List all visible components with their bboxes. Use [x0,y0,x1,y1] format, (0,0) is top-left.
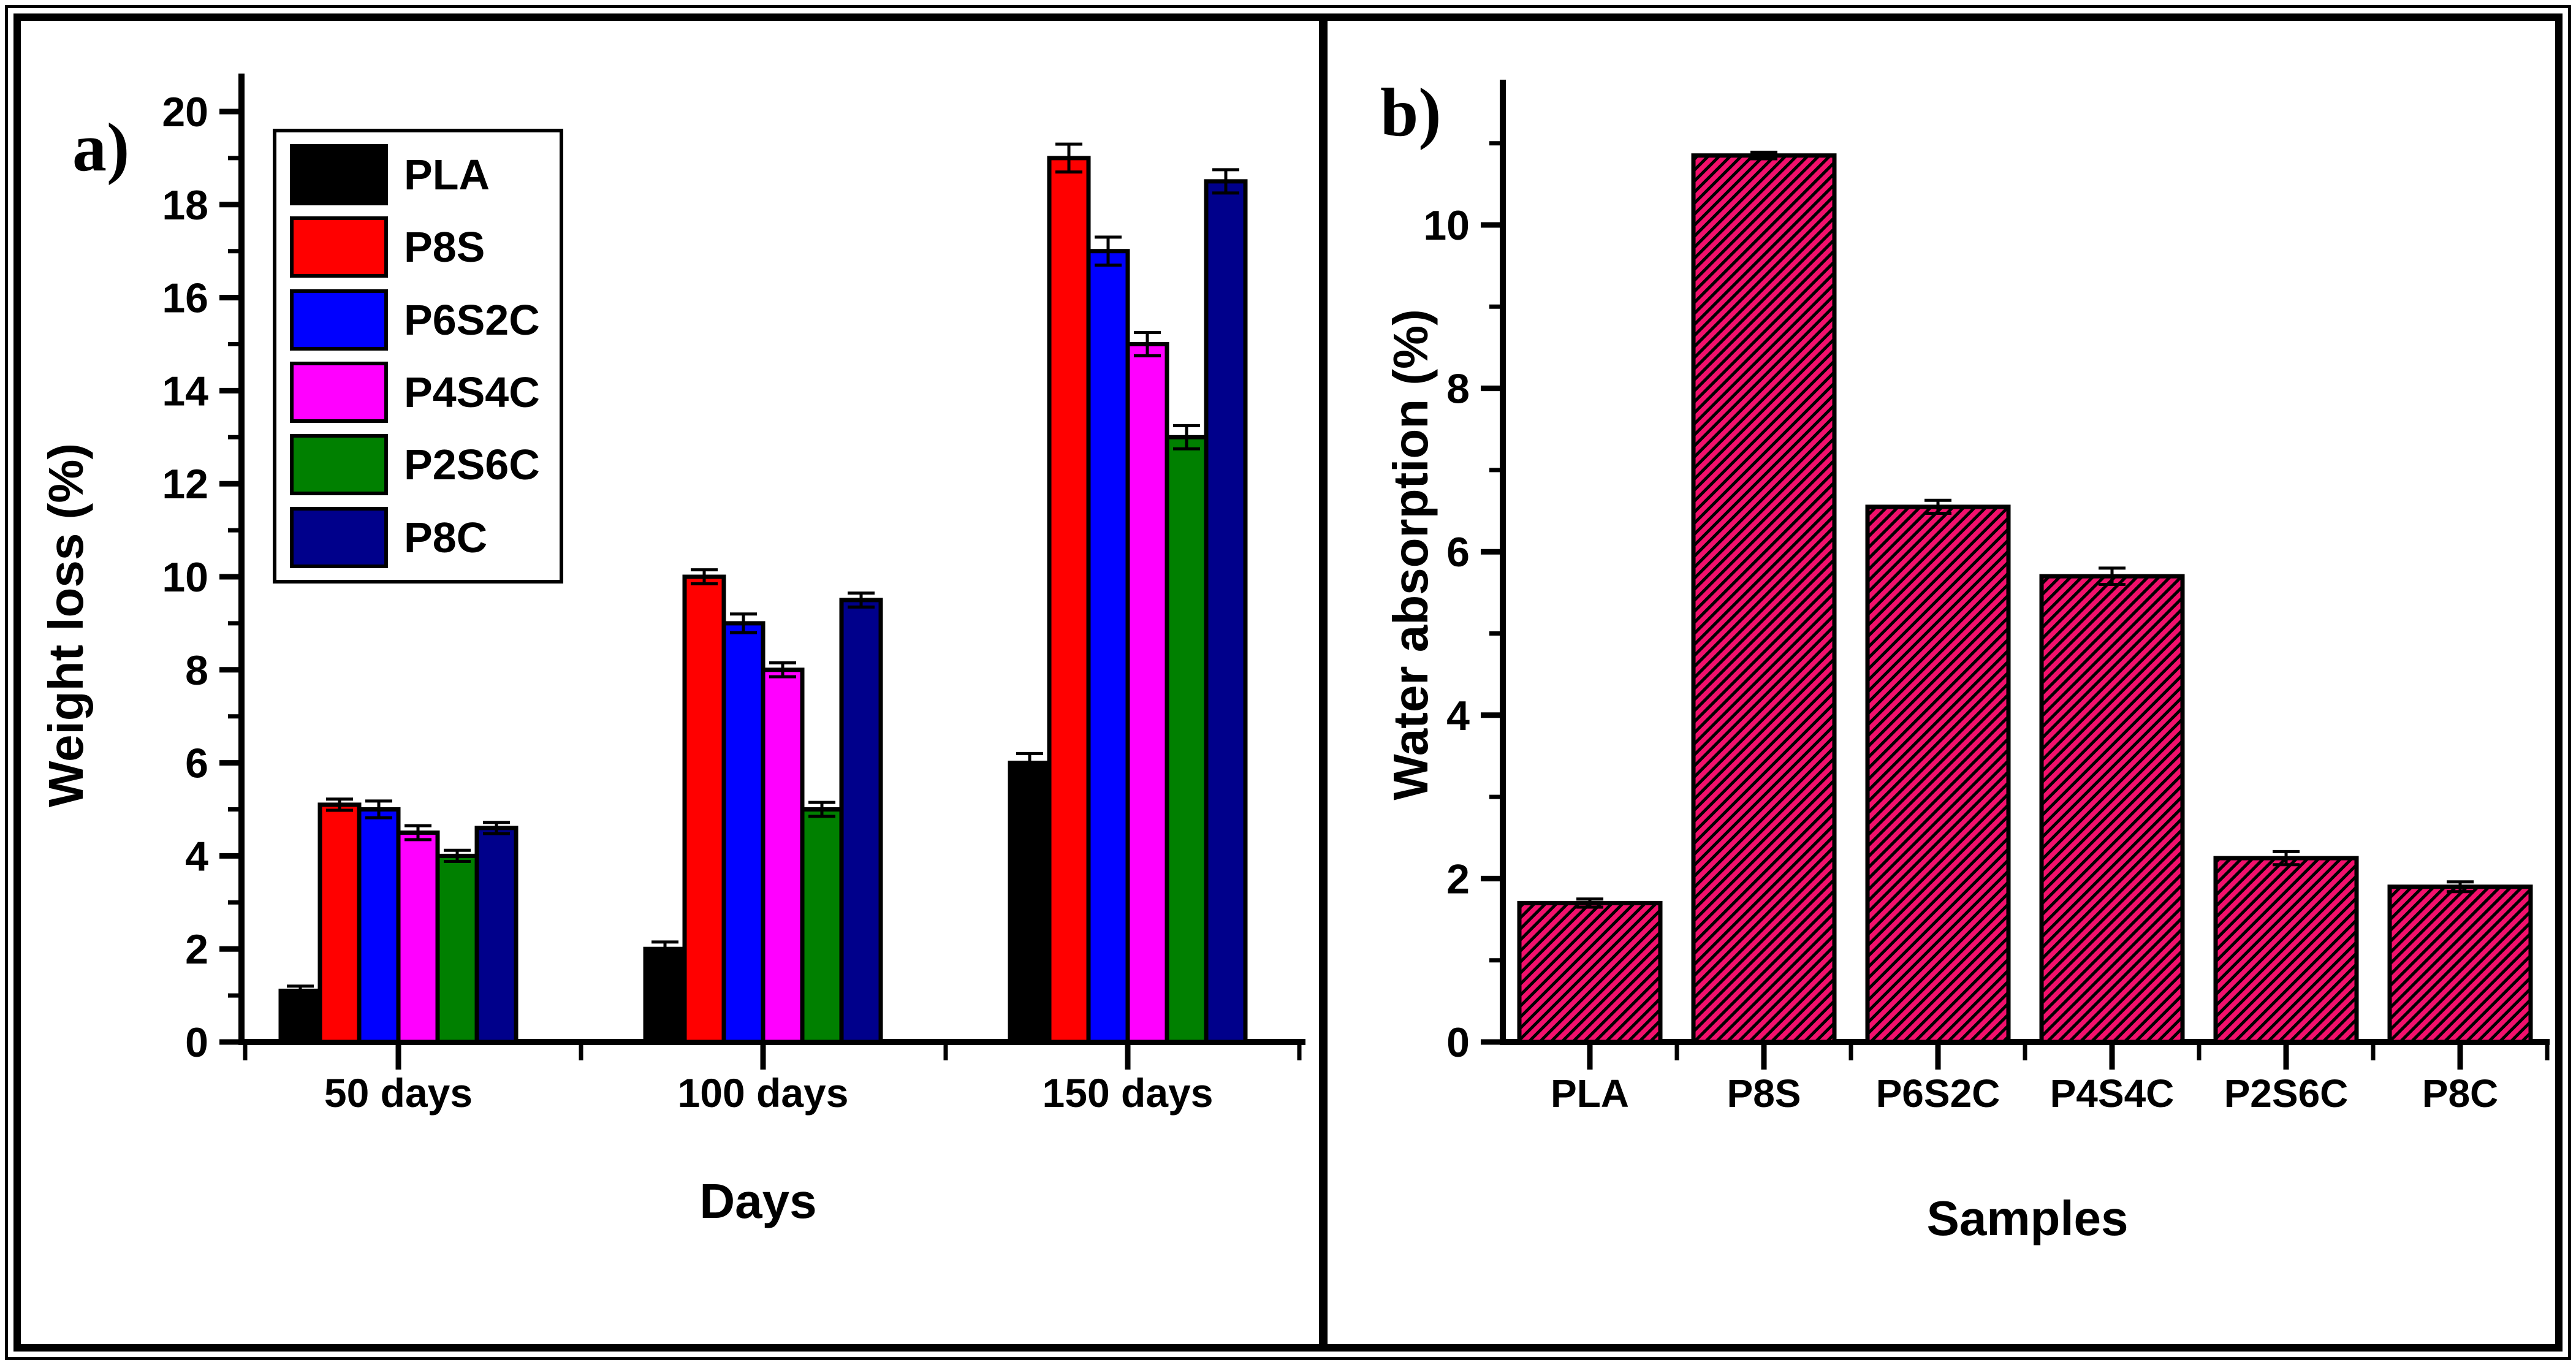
bar-b-P4S4C [2039,574,2185,1044]
bar-b-P8C [2387,884,2533,1044]
legend-label-P4S4C: P4S4C [404,368,540,417]
bar-b-P6S2C [1865,504,2011,1044]
inner-border [13,13,2563,1352]
chart-a-y-tick-label-10: 10 [162,554,208,601]
panel-divider [1319,13,1328,1352]
chart-a-y-tick-label-2: 2 [185,926,208,973]
chart-a-x-axis-title: Days [699,1174,817,1228]
bar-a-P2S6C-50-days [435,853,479,1044]
chart-b-y-tick-label-10: 10 [1423,202,1470,249]
chart-b-x-category-label-4: P2S6C [2224,1071,2349,1116]
chart-a-x-category-label-2: 150 days [1043,1070,1214,1116]
chart-b-y-tick-label-6: 6 [1446,529,1470,576]
bar-a-P8S-150-days [1047,156,1091,1044]
bar-a-P8C-150-days [1204,179,1248,1044]
bar-a-P8S-100-days [682,574,726,1044]
bar-a-P2S6C-100-days [800,807,844,1044]
bar-a-P4S4C-150-days [1125,342,1169,1044]
legend-swatch-P8C [290,506,388,568]
bar-a-P8S-50-days [317,802,362,1044]
bar-a-PLA-50-days [278,989,322,1044]
bar-b-P2S6C [2213,856,2359,1044]
legend-item-P6S2C: P6S2C [290,289,560,351]
panel-a-label: a) [72,110,130,186]
legend-item-P2S6C: P2S6C [290,434,560,496]
legend-swatch-P2S6C [290,434,388,496]
chart-b-y-tick-label-4: 4 [1446,693,1470,739]
panel-b-label: b) [1380,75,1442,151]
legend-swatch-P4S4C [290,362,388,424]
chart-b-x-category-label-5: P8C [2422,1071,2499,1116]
bar-a-PLA-150-days [1008,761,1052,1044]
bar-a-P6S2C-150-days [1086,249,1130,1044]
chart-a-y-tick-label-14: 14 [162,368,208,414]
legend-swatch-P6S2C [290,289,388,351]
chart-a-x-category-label-0: 50 days [324,1070,473,1116]
chart-b-x-category-label-0: PLA [1551,1071,1629,1116]
legend-label-P6S2C: P6S2C [404,295,540,344]
legend-label-P2S6C: P2S6C [404,441,540,489]
bar-a-PLA-100-days [643,946,687,1044]
legend-swatch-P8S [290,216,388,278]
legend-box: PLA P8S P6S2C P4S4C P2S6C P8C [273,129,563,584]
chart-b-x-axis-title: Samples [1926,1191,2129,1245]
legend-label-P8S: P8S [404,223,485,272]
chart-b-x-category-label-2: P6S2C [1876,1071,2000,1116]
bar-a-P4S4C-100-days [761,667,805,1044]
chart-a-y-tick-label-6: 6 [185,740,208,787]
chart-b-y-tick-label-2: 2 [1446,856,1470,902]
legend-label-PLA: PLA [404,151,490,199]
chart-b-y-tick-label-0: 0 [1446,1019,1470,1066]
chart-a-y-tick-label-18: 18 [162,182,208,229]
bar-a-P8C-100-days [839,598,883,1044]
legend-item-P8S: P8S [290,216,560,278]
outer-border [5,5,2571,1360]
bar-b-PLA [1517,900,1663,1044]
bar-a-P2S6C-150-days [1165,435,1209,1044]
chart-a-y-tick-label-20: 20 [162,89,208,135]
chart-b-x-category-label-3: P4S4C [2050,1071,2175,1116]
bar-a-P4S4C-50-days [396,830,440,1044]
bar-a-P6S2C-50-days [357,807,401,1044]
bar-a-P8C-50-days [474,826,519,1044]
chart-b-x-category-label-1: P8S [1727,1071,1801,1116]
legend-item-P8C: P8C [290,506,560,568]
chart-a-y-tick-label-4: 4 [185,833,208,880]
chart-a-y-tick-label-12: 12 [162,461,208,508]
bar-b-P8S [1691,153,1837,1044]
legend-label-P8C: P8C [404,513,488,561]
legend-swatch-PLA [290,144,388,206]
legend-item-P4S4C: P4S4C [290,362,560,424]
legend-item-PLA: PLA [290,144,560,206]
chart-a-y-tick-label-0: 0 [185,1019,208,1066]
chart-a-weight-loss: 0 2 4 6 8 10 12 14 16 18 20 50 days 100 days 150 days [162,74,1305,1116]
chart-a-y-tick-label-16: 16 [162,275,208,322]
chart-a-y-tick-label-8: 8 [185,647,208,694]
chart-b-y-tick-label-8: 8 [1446,366,1470,413]
chart-b-water-absorption: 0 2 4 6 8 10 PLA P8S P6S2C P4S4C P2S6C P8C [1423,80,2550,1116]
chart-b-y-axis-title: Water absorption (%) [1383,309,1438,800]
chart-a-x-category-label-1: 100 days [678,1070,849,1116]
bar-a-P6S2C-100-days [721,621,766,1044]
chart-a-y-axis-title: Weight loss (%) [39,443,93,808]
